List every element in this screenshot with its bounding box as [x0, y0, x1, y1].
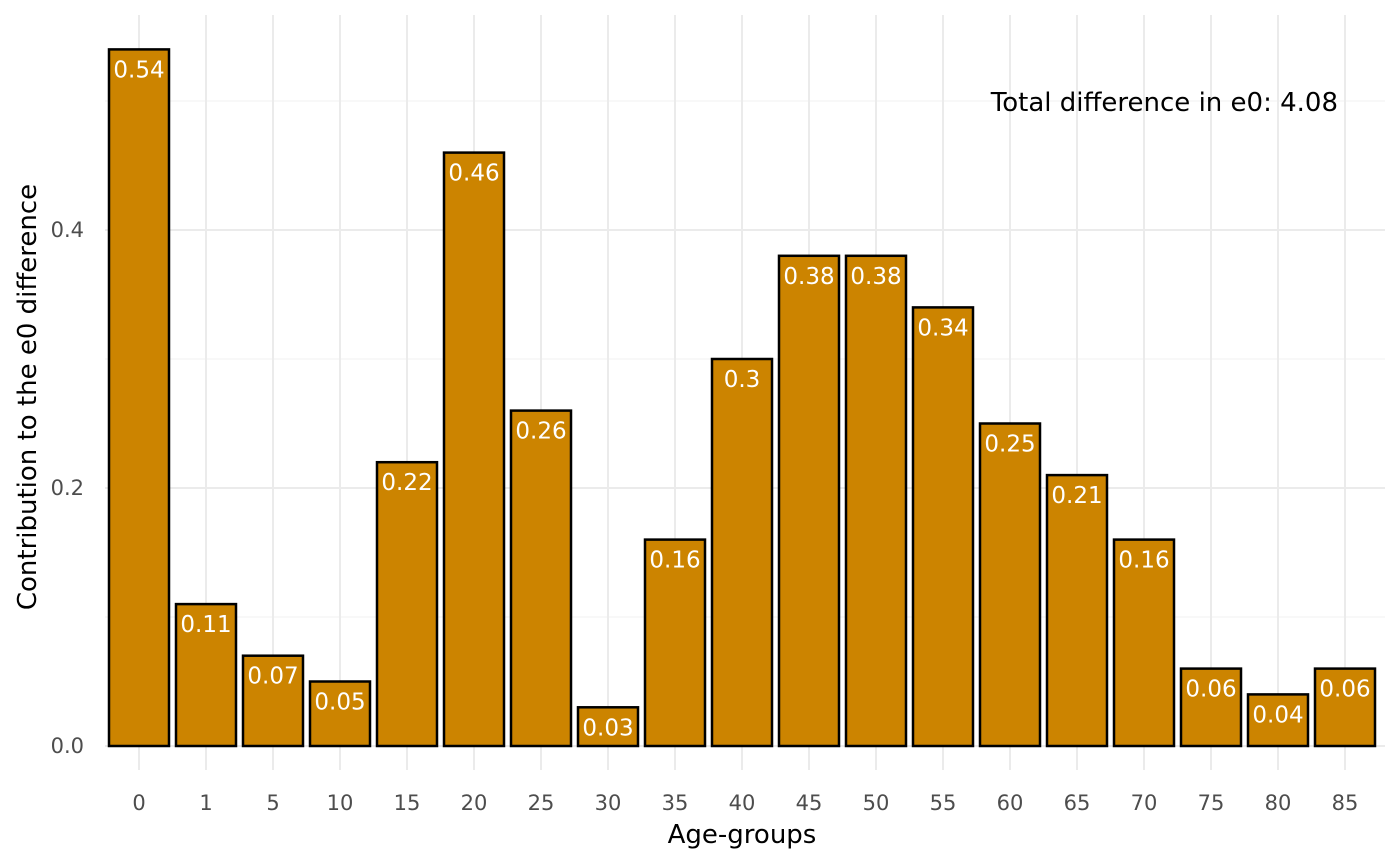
data-labels: 0.54 0.11 0.07 0.05 0.22 0.46 0.26 0.03 0.16 0.3 0…: [113, 57, 1370, 741]
bar-45: [777, 254, 841, 748]
data-label-80: 0.04: [1252, 702, 1303, 728]
x-tick-label-1: 1: [199, 791, 212, 815]
data-label-75: 0.06: [1185, 677, 1236, 703]
x-tick-label-30: 30: [595, 791, 622, 815]
bar-75: [1179, 667, 1243, 748]
bar-15: [375, 460, 439, 748]
x-tick-label-0: 0: [132, 791, 145, 815]
bar-5: [241, 654, 305, 748]
bar-20: [442, 151, 506, 748]
bar-80: [1246, 693, 1310, 748]
x-tick-label-60: 60: [997, 791, 1024, 815]
data-label-1: 0.11: [180, 612, 231, 638]
bar-30: [576, 706, 640, 748]
data-label-65: 0.21: [1051, 483, 1102, 509]
data-label-30: 0.03: [582, 715, 633, 741]
bar-85: [1313, 667, 1377, 748]
x-tick-label-75: 75: [1198, 791, 1225, 815]
data-label-60: 0.25: [984, 432, 1035, 458]
bar-0: [107, 48, 171, 748]
x-tick-label-65: 65: [1064, 791, 1091, 815]
x-tick-label-20: 20: [461, 791, 488, 815]
bar-55: [911, 306, 975, 748]
x-tick-label-5: 5: [266, 791, 279, 815]
x-tick-label-45: 45: [796, 791, 823, 815]
data-label-35: 0.16: [649, 548, 700, 574]
x-tick-label-50: 50: [863, 791, 890, 815]
x-tick-label-70: 70: [1131, 791, 1158, 815]
data-label-45: 0.38: [783, 264, 834, 290]
bar-60: [978, 422, 1042, 748]
x-tick-label-15: 15: [394, 791, 421, 815]
bar-70: [1112, 538, 1176, 748]
bar-50: [844, 254, 908, 748]
bars: [107, 48, 1377, 748]
data-label-55: 0.34: [917, 315, 968, 341]
x-axis-ticks: 0 1 5 10 15 20 25 30 35 40 45 50 55 60 65 70 75 80 85: [132, 791, 1358, 815]
bar-40: [710, 357, 774, 748]
x-tick-label-10: 10: [327, 791, 354, 815]
y-axis-title: Contribution to the e0 difference: [13, 184, 43, 610]
x-tick-label-40: 40: [729, 791, 756, 815]
data-label-15: 0.22: [381, 470, 432, 496]
x-tick-label-35: 35: [662, 791, 689, 815]
data-label-25: 0.26: [515, 419, 566, 445]
x-tick-label-85: 85: [1332, 791, 1359, 815]
data-label-20: 0.46: [448, 161, 499, 187]
x-tick-label-80: 80: [1265, 791, 1292, 815]
bar-65: [1045, 473, 1109, 748]
data-label-5: 0.07: [247, 664, 298, 690]
y-axis-ticks: 0.0 0.2 0.4: [51, 218, 84, 758]
x-tick-label-25: 25: [528, 791, 555, 815]
y-tick-label: 0.2: [51, 476, 84, 500]
bar-1: [174, 602, 238, 748]
data-label-70: 0.16: [1118, 548, 1169, 574]
data-label-10: 0.05: [314, 690, 365, 716]
x-axis-title: Age-groups: [668, 820, 817, 850]
data-label-50: 0.38: [850, 264, 901, 290]
y-tick-label: 0.0: [51, 734, 84, 758]
data-label-0: 0.54: [113, 57, 164, 83]
data-label-85: 0.06: [1319, 677, 1370, 703]
data-label-40: 0.3: [724, 367, 761, 393]
x-tick-label-55: 55: [930, 791, 957, 815]
total-difference-annotation: Total difference in e0: 4.08: [990, 88, 1338, 118]
bar-25: [509, 409, 573, 748]
y-tick-label: 0.4: [51, 218, 84, 242]
bar-10: [308, 680, 372, 748]
bar-35: [643, 538, 707, 748]
